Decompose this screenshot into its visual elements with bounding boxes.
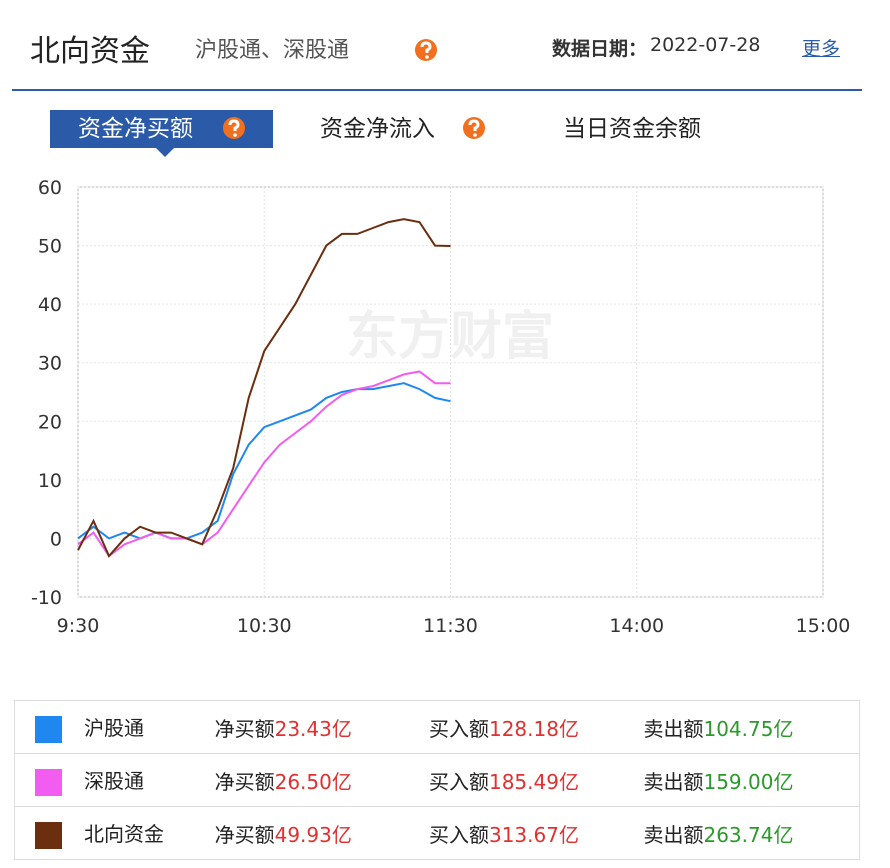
summary-cell: 买入额313.67亿 xyxy=(428,806,644,860)
summary-label: 卖出额 xyxy=(643,822,704,847)
y-tick-label: -10 xyxy=(31,587,62,609)
summary-row: 北向资金 净买额49.93亿 买入额313.67亿 卖出额263.74亿 xyxy=(14,806,860,860)
tab-label: 资金净流入 xyxy=(320,116,435,142)
summary-value: 104.75亿 xyxy=(703,716,794,741)
summary-value: 26.50亿 xyxy=(274,769,352,794)
x-tick-label: 11:30 xyxy=(423,615,478,637)
summary-label: 净买额 xyxy=(214,716,275,741)
x-tick-label: 15:00 xyxy=(796,615,851,637)
summary-row: 深股通 净买额26.50亿 买入额185.49亿 卖出额159.00亿 xyxy=(14,753,860,807)
legend-swatch xyxy=(35,768,62,796)
tab-pointer xyxy=(155,147,175,157)
summary-value: 185.49亿 xyxy=(488,769,579,794)
summary-value: 159.00亿 xyxy=(703,769,794,794)
divider xyxy=(12,89,862,91)
summary-cell: 净买额23.43亿 xyxy=(214,700,429,754)
summary-cell: 卖出额263.74亿 xyxy=(643,806,860,860)
summary-cell: 卖出额104.75亿 xyxy=(643,700,860,754)
summary-cell: 买入额185.49亿 xyxy=(428,753,644,807)
x-tick-label: 9:30 xyxy=(57,615,100,637)
summary-table: 沪股通 净买额23.43亿 买入额128.18亿 卖出额104.75亿 深股通 净买额26… xyxy=(14,700,860,860)
title: 北向资金 xyxy=(30,34,150,69)
summary-cell: 净买额26.50亿 xyxy=(214,753,429,807)
legend-swatch xyxy=(35,821,62,849)
subtitle: 沪股通、深股通 xyxy=(195,38,350,63)
y-tick-label: 0 xyxy=(50,528,62,550)
series-line xyxy=(77,370,451,558)
summary-label: 净买额 xyxy=(214,769,275,794)
summary-label: 净买额 xyxy=(214,822,275,847)
summary-label: 卖出额 xyxy=(643,769,704,794)
legend-swatch xyxy=(35,715,62,743)
y-tick-label: 40 xyxy=(38,294,62,316)
tab-label: 资金净买额 xyxy=(78,116,193,142)
summary-value: 23.43亿 xyxy=(274,716,352,741)
series-line xyxy=(77,218,451,558)
help-icon[interactable] xyxy=(414,38,438,62)
summary-cell: 净买额49.93亿 xyxy=(214,806,429,860)
help-icon[interactable] xyxy=(222,116,246,140)
y-tick-label: 30 xyxy=(38,353,62,375)
summary-value: 313.67亿 xyxy=(488,822,579,847)
legend-label: 沪股通 xyxy=(84,715,144,740)
series-cell: 沪股通 xyxy=(14,700,215,754)
legend-label: 北向资金 xyxy=(84,821,164,846)
summary-label: 卖出额 xyxy=(643,716,704,741)
series-cell: 北向资金 xyxy=(14,806,215,860)
summary-value: 263.74亿 xyxy=(703,822,794,847)
summary-cell: 买入额128.18亿 xyxy=(428,700,644,754)
tab-label: 当日资金余额 xyxy=(563,116,701,142)
summary-label: 买入额 xyxy=(428,716,489,741)
tab[interactable]: 当日资金余额 xyxy=(563,110,701,148)
y-tick-label: 60 xyxy=(38,177,62,199)
more-link[interactable]: 更多 xyxy=(802,38,841,60)
y-tick-label: 50 xyxy=(38,236,62,258)
summary-label: 买入额 xyxy=(428,822,489,847)
y-tick-label: 20 xyxy=(38,411,62,433)
help-icon[interactable] xyxy=(462,116,486,140)
x-tick-label: 10:30 xyxy=(237,615,292,637)
summary-value: 49.93亿 xyxy=(274,822,352,847)
date: 2022-07-28 xyxy=(650,34,761,56)
legend-label: 深股通 xyxy=(84,768,144,793)
summary-value: 128.18亿 xyxy=(488,716,579,741)
date-label: 数据日期： xyxy=(552,38,648,60)
summary-cell: 卖出额159.00亿 xyxy=(643,753,860,807)
series-cell: 深股通 xyxy=(14,753,215,807)
tab[interactable]: 资金净流入 xyxy=(320,110,435,148)
x-tick-label: 14:00 xyxy=(609,615,664,637)
summary-row: 沪股通 净买额23.43亿 买入额128.18亿 卖出额104.75亿 xyxy=(14,700,860,754)
summary-label: 买入额 xyxy=(428,769,489,794)
y-tick-label: 10 xyxy=(38,470,62,492)
